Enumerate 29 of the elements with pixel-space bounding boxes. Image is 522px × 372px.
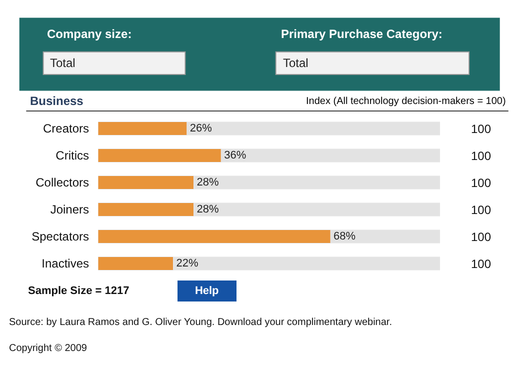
text: Sample Size = 1217 xyxy=(28,285,130,297)
text: Total xyxy=(283,56,308,70)
text: 100 xyxy=(471,230,492,244)
text: Total xyxy=(50,56,76,70)
text: Index (All technology decision-makers = 100) xyxy=(306,96,506,107)
text: Primary Purchase Category: xyxy=(281,27,442,41)
text: 100 xyxy=(471,149,492,163)
text: 100 xyxy=(471,122,492,136)
source-note: Source: by Laura Ramos and G. Oliver Young. Download your complimentary webinar. xyxy=(9,317,392,328)
y-tick-label: Collectors xyxy=(36,176,89,190)
y-tick-label: Spectators xyxy=(32,230,89,244)
data-label: 22% xyxy=(176,258,198,270)
data-label: 28% xyxy=(196,204,219,216)
text: Company size: xyxy=(47,27,132,41)
data-label: 26% xyxy=(190,122,212,134)
y-tick-label: Inactives xyxy=(42,256,89,271)
y-tick-label: Joiners xyxy=(50,202,89,217)
bar xyxy=(98,256,174,270)
text: 100 xyxy=(471,257,492,271)
y-axis-title: Business xyxy=(30,94,84,108)
data-label: 36% xyxy=(224,150,246,162)
text: 100 xyxy=(471,203,492,217)
data-label: 68% xyxy=(334,230,356,242)
y-tick-label: Creators xyxy=(42,122,89,136)
data-label: 28% xyxy=(196,176,219,188)
text: Copyright © 2009 xyxy=(9,343,88,354)
y-tick-label: Critics xyxy=(56,148,89,163)
text: Help xyxy=(194,285,220,297)
text: 100 xyxy=(471,176,492,190)
